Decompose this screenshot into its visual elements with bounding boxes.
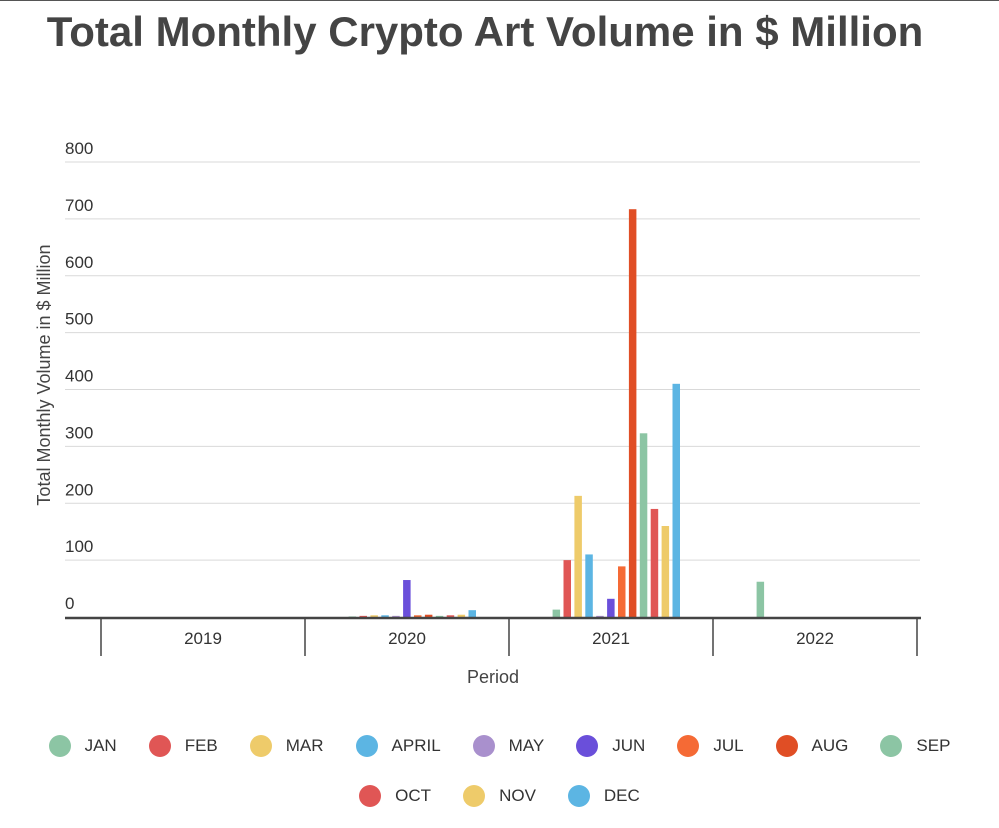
bar-april-2020 — [381, 615, 389, 617]
legend-label: AUG — [811, 736, 849, 755]
legend-item-nov: NOV — [463, 785, 536, 807]
bar-may-2020 — [392, 615, 400, 617]
legend-label: OCT — [395, 786, 432, 805]
legend-row: OCT NOV DEC — [0, 778, 999, 814]
x-category-label: 2020 — [388, 629, 426, 648]
legend-label: DEC — [603, 786, 640, 805]
legend-swatch — [880, 735, 903, 757]
bar-april-2021 — [585, 554, 593, 617]
y-axis-title: Total Monthly Volume in $ Million — [34, 244, 54, 505]
legend-swatch — [567, 785, 590, 807]
y-tick-label: 400 — [65, 367, 93, 386]
bar-feb-2020 — [359, 615, 367, 617]
legend-swatch — [775, 735, 798, 757]
legend-item-sep: SEP — [880, 735, 950, 757]
legend-swatch — [355, 735, 378, 757]
y-tick-label: 500 — [65, 310, 93, 329]
chart-title: Total Monthly Crypto Art Volume in $ Mil… — [46, 8, 924, 55]
legend-item-feb: FEB — [148, 735, 218, 757]
top-border-line — [0, 0, 999, 1]
legend-label: NOV — [499, 786, 536, 805]
legend-swatch — [576, 735, 599, 757]
bar-jun-2021 — [607, 598, 615, 617]
bar-feb-2021 — [563, 560, 571, 617]
bar-sep-2020 — [435, 615, 444, 617]
legend-label: JAN — [84, 736, 117, 755]
legend: JAN FEB MAR APRIL MAY JUN JUL AUG SEP OCT NOV DEC — [0, 728, 999, 828]
legend-row: JAN FEB MAR APRIL MAY JUN JUL AUG SEP — [0, 728, 999, 764]
y-tick-label: 300 — [65, 423, 93, 442]
legend-swatch — [249, 735, 272, 757]
legend-swatch — [463, 785, 486, 807]
legend-label: APRIL — [391, 736, 441, 755]
bar-mar-2020 — [370, 615, 378, 617]
legend-item-mar: MAR — [249, 735, 324, 757]
bar-dec-2021 — [672, 383, 680, 617]
bar-jan-2020 — [348, 616, 357, 617]
bar-jul-2020 — [414, 615, 422, 617]
bar-jan-2022 — [756, 581, 765, 617]
bar-nov-2021 — [661, 526, 670, 617]
legend-swatch — [472, 735, 495, 757]
y-tick-label: 700 — [65, 196, 93, 215]
y-tick-label: 600 — [65, 253, 93, 272]
bar-oct-2021 — [650, 508, 659, 617]
gridlines — [65, 161, 920, 561]
bar-oct-2020 — [446, 615, 455, 617]
bars — [348, 209, 765, 618]
legend-item-may: MAY — [472, 735, 545, 757]
y-tick-label: 0 — [65, 594, 74, 613]
legend-label: JUN — [612, 736, 646, 755]
bar-jun-2020 — [403, 580, 411, 617]
bar-sep-2021 — [639, 433, 648, 617]
bar-jan-2021 — [552, 609, 561, 617]
legend-label: FEB — [184, 736, 218, 755]
x-axis-title: Period — [467, 667, 519, 687]
legend-swatch — [148, 735, 171, 757]
bar-dec-2020 — [468, 610, 476, 617]
y-tick-label: 100 — [65, 537, 93, 556]
y-axis-ticks: 0 100 200 300 400 500 600 700 800 — [65, 139, 93, 613]
legend-label: JUL — [713, 736, 744, 755]
legend-item-jun: JUN — [576, 735, 645, 757]
bar-nov-2020 — [457, 614, 466, 617]
bar-aug-2020 — [424, 614, 433, 617]
legend-item-oct: OCT — [359, 785, 431, 807]
legend-item-april: APRIL — [355, 735, 441, 757]
bar-aug-2021 — [628, 209, 637, 618]
legend-swatch — [677, 735, 700, 757]
legend-label: SEP — [916, 736, 951, 755]
x-category-label: 2019 — [184, 629, 222, 648]
x-category-label: 2021 — [592, 629, 630, 648]
legend-label: MAR — [285, 736, 324, 755]
bar-jul-2021 — [618, 566, 626, 617]
legend-item-dec: DEC — [567, 785, 640, 807]
y-tick-label: 200 — [65, 480, 93, 499]
y-tick-label: 800 — [65, 139, 93, 158]
legend-label: MAY — [508, 736, 545, 755]
x-category-label: 2022 — [796, 629, 834, 648]
legend-item-aug: AUG — [775, 735, 849, 757]
legend-swatch — [359, 785, 382, 807]
bar-may-2021 — [596, 615, 604, 617]
legend-item-jul: JUL — [677, 735, 744, 757]
x-axis: 2019 2020 2021 2022 — [65, 616, 921, 656]
legend-swatch — [48, 735, 71, 757]
bar-mar-2021 — [574, 495, 582, 617]
legend-item-jan: JAN — [48, 735, 117, 757]
